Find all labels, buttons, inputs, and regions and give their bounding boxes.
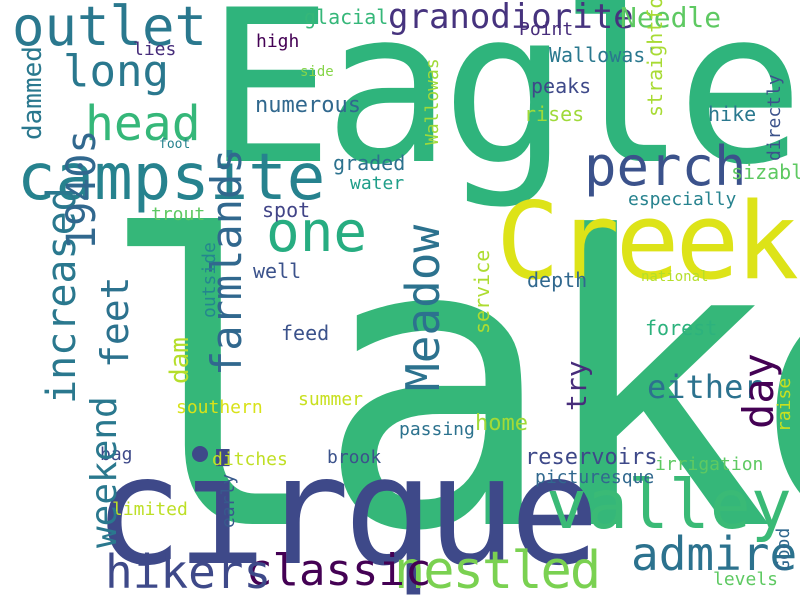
word-directly: reservoirs bbox=[525, 445, 658, 470]
word-feed: hike bbox=[708, 102, 757, 126]
word-feet: forest bbox=[645, 316, 718, 340]
word-eagle: Eagle bbox=[206, 0, 800, 211]
word-brook: trout bbox=[151, 204, 206, 225]
word-irrigation: service bbox=[470, 249, 494, 334]
word-weekend: national bbox=[641, 269, 709, 285]
word-needle: weekend bbox=[84, 396, 125, 548]
word-cirque: cirque bbox=[93, 425, 600, 599]
word-good: Good bbox=[773, 527, 794, 571]
word-wallowas: ditches bbox=[212, 449, 288, 470]
word-try: home bbox=[475, 411, 528, 436]
word-perch: perch bbox=[584, 135, 747, 198]
word-hike: numerous bbox=[255, 93, 361, 118]
word-southern: directly bbox=[764, 74, 785, 161]
word-1940s: feed bbox=[281, 321, 330, 345]
word-ditches: especially bbox=[628, 189, 737, 210]
word-dam: passing bbox=[399, 419, 475, 440]
word-long: long bbox=[63, 46, 169, 97]
word-lies: hikers bbox=[105, 545, 272, 599]
word-foot: dammed bbox=[18, 46, 48, 140]
word-spot: Wallowas' bbox=[549, 43, 658, 67]
word-reservoirs: spot bbox=[262, 198, 311, 222]
word-trout: Point bbox=[519, 19, 574, 40]
word-high: admire bbox=[631, 527, 798, 581]
word-outside: picturesque bbox=[535, 467, 655, 488]
word-dammed: bag bbox=[100, 444, 133, 465]
word-either: feet bbox=[93, 276, 137, 368]
word-one: one bbox=[266, 200, 368, 265]
word-outlet: outlet bbox=[12, 0, 208, 58]
word-campsite: campsite bbox=[17, 141, 326, 215]
word-meadow: southern bbox=[176, 397, 263, 418]
word-raise: limited bbox=[112, 499, 188, 520]
word-farmlands: raise bbox=[774, 377, 795, 432]
word-day: summer bbox=[298, 389, 364, 410]
word-peaks: either bbox=[647, 368, 763, 406]
word-head: head bbox=[85, 96, 201, 152]
word-well: peaks bbox=[531, 74, 592, 98]
word-point: granodiorite bbox=[388, 0, 634, 37]
word-depth: rises bbox=[524, 102, 585, 126]
word-limited: outside bbox=[199, 242, 220, 318]
word-admire: 1940s bbox=[59, 129, 105, 250]
word-picturesque: well bbox=[253, 259, 302, 283]
word-early: early bbox=[218, 473, 239, 528]
word-service: irrigation bbox=[655, 454, 764, 475]
word-valley: valley bbox=[546, 466, 792, 545]
word-forest: straightforward bbox=[643, 0, 667, 117]
word-sizable: lies bbox=[133, 39, 177, 60]
word-side: classic bbox=[246, 545, 432, 596]
word-numerous: dam bbox=[165, 337, 195, 384]
word-increased: depth bbox=[527, 268, 588, 292]
word-national: Wallowas bbox=[422, 58, 443, 145]
word-water: high bbox=[256, 31, 300, 52]
word-passing: graded bbox=[333, 151, 406, 175]
word-creek: Creek bbox=[496, 180, 799, 303]
word-lake: lake bbox=[96, 154, 800, 600]
word-home: water bbox=[350, 173, 405, 194]
dot-mark bbox=[192, 446, 208, 462]
word-straightforward: brook bbox=[327, 447, 382, 468]
word-wallowas-poss: Needle bbox=[620, 1, 722, 34]
word-summer: foot bbox=[159, 137, 191, 152]
word-rises: try bbox=[560, 360, 593, 411]
word-classic: Meadow bbox=[396, 224, 450, 391]
word-especially: side bbox=[300, 64, 334, 80]
word-nestled: nestled bbox=[394, 541, 601, 600]
word-graded: glacial bbox=[304, 5, 389, 29]
word-levels: levels bbox=[713, 569, 779, 590]
